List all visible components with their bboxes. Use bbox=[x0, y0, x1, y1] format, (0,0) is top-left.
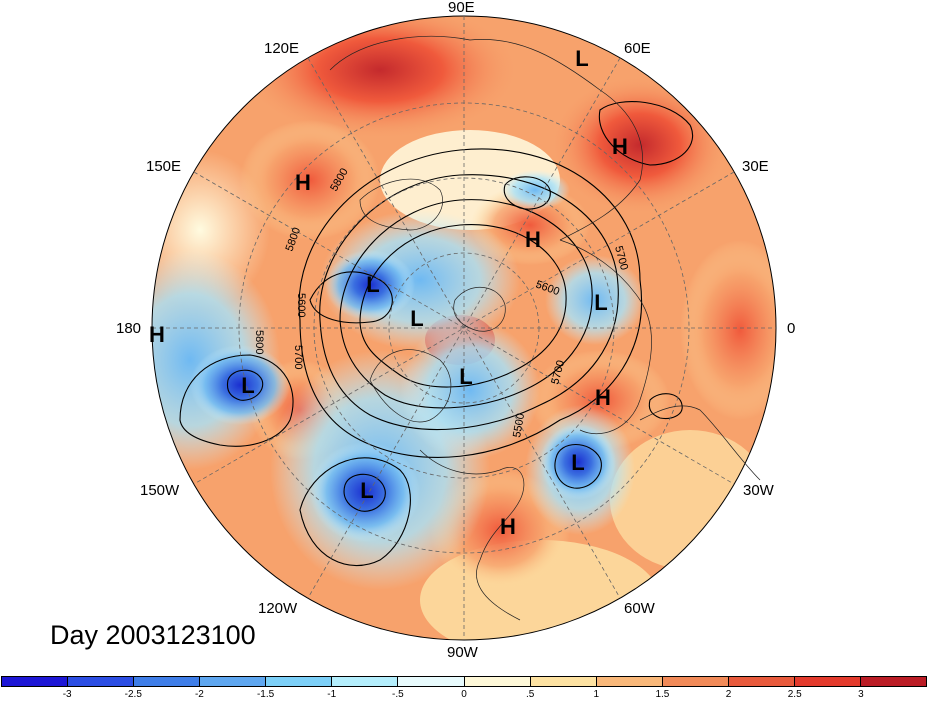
lon-label-90e: 90E bbox=[448, 0, 475, 16]
lon-label-30w: 30W bbox=[743, 482, 774, 499]
colorbar-tick-label: -1 bbox=[327, 689, 337, 700]
colorbar-swatch bbox=[728, 677, 795, 686]
lon-label-180: 180 bbox=[116, 320, 142, 337]
colorbar-tick-label: 2 bbox=[725, 689, 732, 700]
high-center-label: H bbox=[500, 514, 516, 539]
colorbar-tick-label: 0 bbox=[461, 689, 467, 700]
low-center-label: L bbox=[575, 46, 588, 71]
low-center-label: L bbox=[571, 450, 584, 475]
colorbar-tick-labels: -3 -2.5 -2 -1.5 -1 -.5 0 .5 1 1.5 2 2.5 3 bbox=[0, 689, 928, 703]
colorbar-tick-label: -2 bbox=[194, 689, 204, 700]
low-center-label: L bbox=[594, 290, 607, 315]
contour-label: 5500 bbox=[511, 412, 527, 438]
colorbar-swatch bbox=[200, 677, 267, 686]
colorbar-swatch bbox=[662, 677, 729, 686]
low-center-label: L bbox=[366, 272, 379, 297]
high-center-label: H bbox=[149, 322, 165, 347]
high-center-label: H bbox=[295, 170, 311, 195]
colorbar-tick-label: -1.5 bbox=[256, 689, 275, 700]
colorbar-swatch bbox=[530, 677, 597, 686]
low-center-label: L bbox=[360, 478, 373, 503]
colorbar-swatch bbox=[68, 677, 135, 686]
colorbar-swatch bbox=[332, 677, 399, 686]
colorbar-swatch bbox=[2, 677, 69, 686]
height-contours bbox=[179, 101, 693, 567]
contour-label: 5800 bbox=[253, 330, 265, 354]
lon-label-150e: 150E bbox=[146, 158, 182, 175]
lon-label-120w: 120W bbox=[258, 600, 298, 617]
colorbar-tick-label: -3 bbox=[62, 689, 72, 700]
lon-label-120e: 120E bbox=[264, 40, 300, 57]
contour-label: 5700 bbox=[292, 345, 304, 369]
lon-label-60w: 60W bbox=[624, 600, 655, 617]
lon-label-150w: 150W bbox=[140, 482, 180, 499]
high-center-label: H bbox=[595, 385, 611, 410]
colorbar-swatch bbox=[266, 677, 333, 686]
lon-label-30e: 30E bbox=[742, 158, 769, 175]
colorbar-swatch bbox=[464, 677, 531, 686]
low-center-label: L bbox=[241, 373, 254, 398]
high-center-label: H bbox=[525, 227, 541, 252]
colorbar-tick-label: 1.5 bbox=[655, 689, 670, 700]
colorbar-tick-label: 1 bbox=[593, 689, 600, 700]
colorbar-tick-label: .5 bbox=[525, 689, 535, 700]
colorbar-swatch bbox=[794, 677, 862, 686]
lon-label-0: 0 bbox=[787, 320, 796, 337]
day-title: Day 2003123100 bbox=[50, 620, 256, 650]
colorbar-swatch bbox=[398, 677, 465, 686]
lon-label-60e: 60E bbox=[624, 40, 651, 57]
low-center-label: L bbox=[459, 364, 472, 389]
low-center-label: L bbox=[410, 306, 423, 331]
colorbar-tick-label: 3 bbox=[858, 689, 864, 700]
colorbar bbox=[1, 676, 927, 687]
anomaly-field bbox=[152, 16, 776, 640]
contour-label: 5600 bbox=[295, 293, 307, 317]
colorbar-swatch bbox=[596, 677, 663, 686]
colorbar-tick-label: 2.5 bbox=[787, 689, 802, 700]
colorbar-tick-label: -2.5 bbox=[124, 689, 142, 700]
colorbar-swatch bbox=[134, 677, 201, 686]
lon-label-90w: 90W bbox=[447, 644, 478, 661]
colorbar-swatch bbox=[861, 677, 927, 686]
graticule bbox=[152, 16, 776, 640]
pressure-centers: L H H H L L L L H L L L H H H bbox=[149, 46, 628, 539]
coastlines bbox=[329, 35, 761, 621]
colorbar-tick-label: -.5 bbox=[392, 689, 404, 700]
high-center-label: H bbox=[612, 134, 628, 159]
